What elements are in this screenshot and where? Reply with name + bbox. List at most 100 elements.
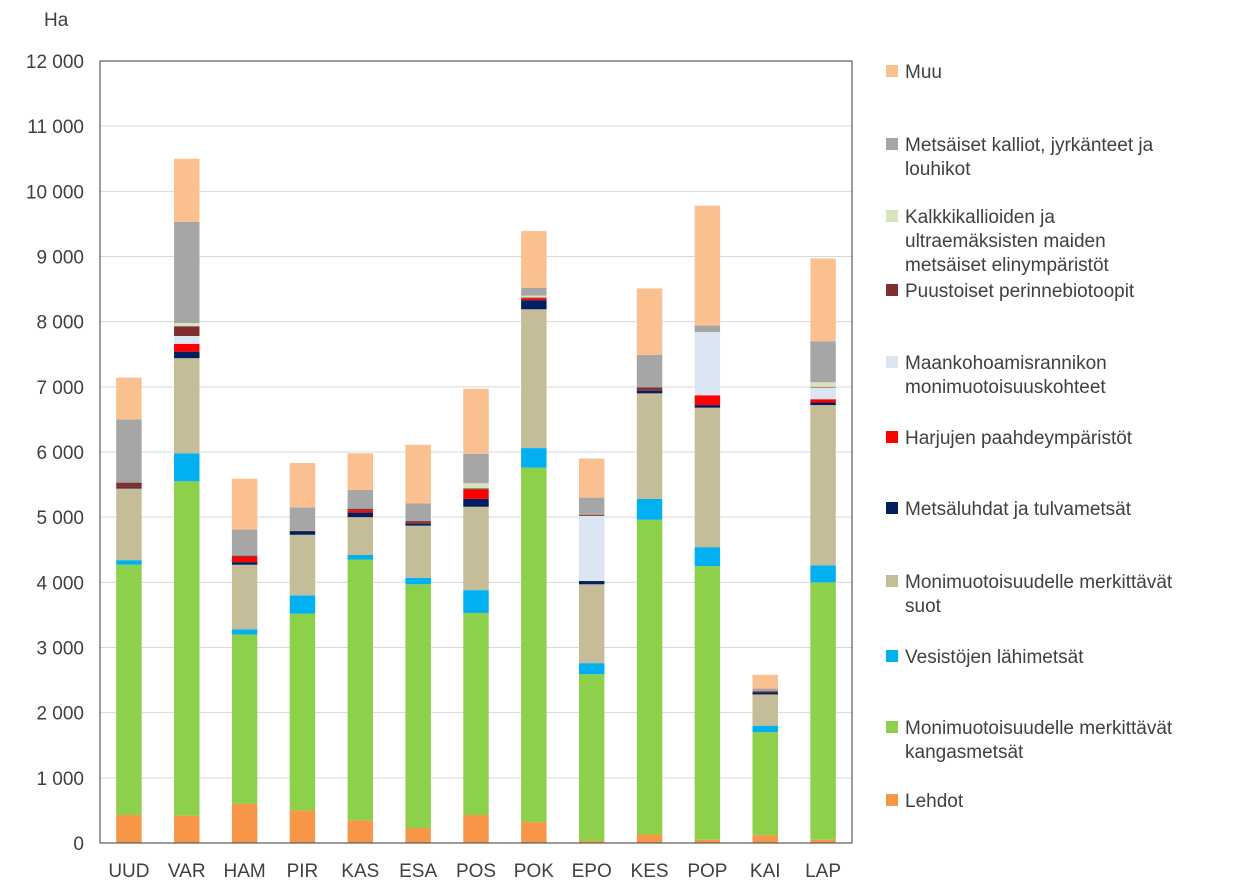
- bar-segment-lap-9: [810, 341, 836, 383]
- y-tick-label: 2 000: [36, 704, 84, 725]
- bar-segment-kes-4: [636, 390, 663, 394]
- legend-swatch: [886, 65, 898, 77]
- bar-segment-epo-4: [578, 581, 605, 585]
- bar-segment-uud-10: [116, 377, 142, 420]
- x-tick-label: KAS: [341, 861, 379, 882]
- bar-segment-pok-2: [521, 448, 547, 468]
- bar-segment-esa-0: [405, 828, 431, 843]
- bar-segment-ham-1: [231, 634, 258, 804]
- legend-item: Muu: [886, 62, 942, 83]
- legend-item: Monimuotoisuudelle merkittävät suot: [886, 572, 1173, 617]
- bar-segment-pok-8: [521, 295, 547, 298]
- x-tick-label: POP: [687, 861, 727, 882]
- bar-segment-pos-10: [463, 388, 489, 454]
- bar-segment-lap-10: [810, 258, 836, 342]
- bar-segment-ham-7: [231, 555, 258, 557]
- bar-segment-kas-7: [347, 508, 374, 511]
- bar-segment-pos-5: [463, 489, 489, 499]
- bar-segment-pir-9: [289, 507, 316, 531]
- bar-segment-kas-9: [347, 489, 374, 509]
- bar-segment-var-3: [174, 358, 200, 454]
- bar-segment-kes-1: [636, 519, 663, 835]
- legend-swatch: [886, 794, 898, 806]
- legend: Muu Metsäiset kalliot, jyrkänteet ja louhi…: [886, 62, 1173, 812]
- bar-segment-lap-5: [810, 399, 836, 403]
- legend-swatch: [886, 138, 898, 150]
- bar-segment-pir-1: [289, 613, 316, 811]
- bar-segment-kas-0: [347, 820, 374, 843]
- bar-segment-pop-1: [694, 566, 721, 840]
- y-axis-unit-label: Ha: [44, 10, 69, 31]
- legend-item: Lehdot: [886, 791, 964, 812]
- bar-segment-kai-0: [752, 835, 778, 843]
- bar-segment-pop-3: [694, 407, 721, 548]
- bar-segment-uud-9: [116, 419, 142, 483]
- bar-segment-epo-6: [578, 515, 605, 582]
- legend-item: Puustoiset perinnebiotoopit: [886, 281, 1135, 302]
- legend-swatch: [886, 575, 898, 587]
- bar-segment-kas-4: [347, 512, 374, 518]
- y-tick-label: 11 000: [27, 117, 84, 138]
- bar-segment-pop-10: [694, 205, 721, 326]
- bar-segment-epo-8: [578, 513, 605, 515]
- bar-segment-ham-0: [231, 803, 258, 843]
- bar-segment-lap-4: [810, 402, 836, 406]
- x-tick-label: EPO: [572, 861, 612, 882]
- y-tick-label: 8 000: [36, 313, 84, 334]
- y-tick-label: 1 000: [36, 769, 84, 790]
- legend-swatch: [886, 721, 898, 733]
- y-tick-label: 4 000: [36, 573, 84, 594]
- legend-label: Monimuotoisuudelle merkittävät kangasmets…: [905, 718, 1173, 763]
- bar-segment-pir-2: [289, 595, 316, 614]
- y-tick-label: 6 000: [36, 443, 84, 464]
- bar-segment-uud-0: [116, 814, 142, 843]
- legend-swatch: [886, 356, 898, 368]
- y-tick-label: 7 000: [36, 378, 84, 399]
- bar-segment-ham-4: [231, 562, 258, 565]
- bar-segment-lap-6: [810, 387, 836, 400]
- bar-segment-epo-2: [578, 663, 605, 675]
- x-tick-label: KES: [631, 861, 669, 882]
- bar-segment-kes-3: [636, 393, 663, 499]
- bar-segment-kes-2: [636, 498, 663, 520]
- legend-item: Monimuotoisuudelle merkittävät kangasmets…: [886, 718, 1173, 763]
- bar-segment-lap-0: [810, 839, 836, 843]
- legend-swatch: [886, 650, 898, 662]
- bar-segment-lap-7: [810, 386, 836, 388]
- bar-segment-esa-3: [405, 525, 431, 578]
- y-tick-label: 3 000: [36, 639, 84, 660]
- y-tick-label: 12 000: [26, 52, 84, 73]
- bar-segment-var-4: [174, 351, 200, 359]
- bar-segment-uud-1: [116, 564, 142, 815]
- bar-segment-pos-1: [463, 612, 489, 815]
- bar-segment-esa-10: [405, 444, 431, 504]
- bar-segment-pos-8: [463, 483, 489, 489]
- legend-swatch: [886, 284, 898, 296]
- bar-segment-pop-0: [694, 839, 721, 843]
- x-tick-label: PIR: [287, 861, 319, 882]
- bar-segment-pos-7: [463, 488, 489, 490]
- legend-label: Lehdot: [905, 791, 964, 812]
- bar-segment-kai-4: [752, 692, 778, 695]
- bar-segment-pir-7: [289, 530, 316, 532]
- legend-swatch: [886, 502, 898, 514]
- bar-segment-kai-2: [752, 725, 778, 733]
- legend-item: Metsäiset kalliot, jyrkänteet ja louhikot: [886, 135, 1154, 180]
- bar-segment-uud-4: [116, 487, 142, 489]
- bar-segment-pir-4: [289, 531, 316, 535]
- x-axis-category-labels: UUD VAR HAM PIR KAS ESA POS POK EPO KES POP KAI LAP: [108, 861, 841, 882]
- bar-segment-epo-10: [578, 458, 605, 498]
- bar-segment-epo-9: [578, 497, 605, 514]
- x-tick-label: POS: [456, 861, 496, 882]
- y-axis-tick-labels: 0 1 000 2 000 3 000 4 000 5 000 6 000 7 000 8 00…: [26, 52, 84, 855]
- bar-segment-pop-6: [694, 332, 721, 396]
- bar-segment-kes-9: [636, 354, 663, 388]
- bar-segment-esa-7: [405, 521, 431, 524]
- y-tick-label: 0: [73, 834, 84, 855]
- bar-segment-pok-1: [521, 467, 547, 823]
- legend-swatch: [886, 431, 898, 443]
- bar-segment-pos-3: [463, 506, 489, 591]
- bar-segment-lap-3: [810, 405, 836, 566]
- bar-segment-kai-3: [752, 694, 778, 726]
- bar-segment-kai-7: [752, 691, 778, 693]
